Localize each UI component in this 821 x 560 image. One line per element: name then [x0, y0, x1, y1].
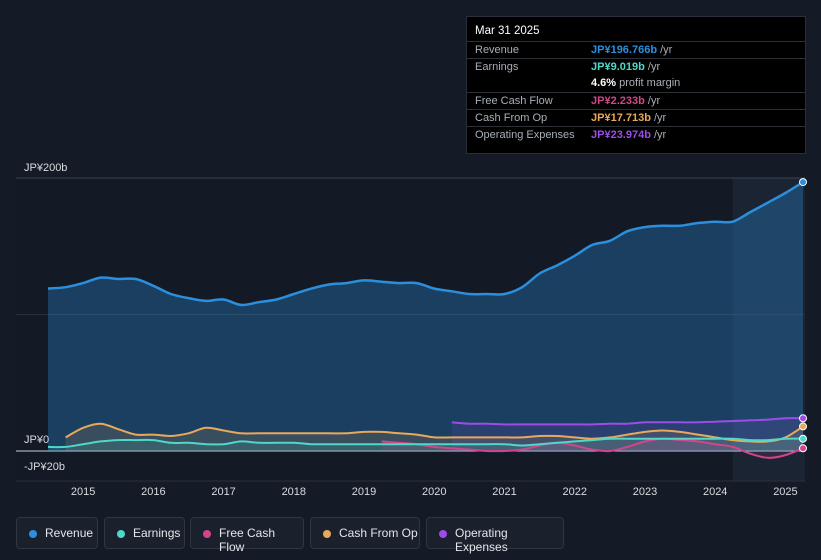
series-line-revenue	[47, 181, 804, 307]
series-area-fcf	[381, 438, 803, 458]
y-label-bottom: -JP¥20b	[24, 461, 65, 473]
tooltip-unit: /yr	[660, 44, 673, 56]
tooltip-unit: /yr	[647, 95, 661, 107]
tooltip-unit: profit margin	[619, 77, 681, 89]
y-label-zero: JP¥0	[24, 434, 49, 446]
tooltip-label: Free Cash Flow	[475, 95, 553, 107]
legend-item-cash-from-op[interactable]: Cash From Op	[310, 517, 420, 549]
tooltip-value: JP¥9.019b	[591, 61, 645, 73]
series-line-cfo	[65, 422, 804, 443]
legend-dot-icon	[29, 530, 37, 538]
x-tick-label: 2020	[422, 486, 446, 498]
tooltip-row-fcf: Free Cash Flow JP¥2.233b /yr	[467, 92, 805, 110]
series-end-dot-opex	[799, 414, 807, 423]
legend-dot-icon	[323, 530, 331, 538]
tooltip-row-earnings: Earnings JP¥9.019b /yr	[467, 58, 805, 76]
series-line-opex	[451, 417, 804, 426]
tooltip-row-cfo: Cash From Op JP¥17.713b /yr	[467, 109, 805, 127]
tooltip-unit: /yr	[654, 112, 667, 124]
tooltip-label: Earnings	[475, 61, 519, 73]
legend-dot-icon	[203, 530, 211, 538]
tooltip-row-revenue: Revenue JP¥196.766b /yr	[467, 41, 805, 59]
legend-item-earnings[interactable]: Earnings	[104, 517, 185, 549]
tooltip-value: JP¥23.974b	[591, 129, 651, 141]
tooltip-value: JP¥17.713b	[591, 112, 651, 124]
legend-item-operating-expenses[interactable]: Operating Expenses	[426, 517, 564, 554]
series-end-dot-cfo	[799, 422, 807, 431]
area-layer	[48, 182, 804, 458]
x-tick-label: 2017	[211, 486, 235, 498]
series-area-cfo	[65, 423, 804, 451]
x-tick-label: 2016	[141, 486, 165, 498]
tooltip-value: JP¥2.233b	[591, 95, 645, 107]
tooltip-label: Revenue	[475, 44, 520, 56]
x-tick-label: 2018	[282, 486, 306, 498]
x-tick-label: 2019	[352, 486, 376, 498]
tooltip-label: Cash From Op	[475, 112, 548, 124]
highlight-region	[732, 178, 805, 481]
x-tick-label: 2015	[71, 486, 95, 498]
x-tick-label: 2021	[492, 486, 516, 498]
legend-label: Operating Expenses	[455, 526, 508, 554]
x-tick-label: 2023	[633, 486, 657, 498]
tooltip-row-opex: Operating Expenses JP¥23.974b /yr	[467, 126, 805, 144]
series-end-dot-fcf	[799, 444, 807, 453]
series-end-dot-revenue	[799, 178, 807, 187]
series-area-revenue	[48, 182, 803, 451]
series-line-earnings	[47, 437, 804, 449]
legend-dot-icon	[117, 530, 125, 538]
tooltip-label: Operating Expenses	[475, 129, 575, 141]
tooltip-value: 4.6%	[591, 77, 617, 89]
legend-label: Cash From Op	[339, 526, 418, 540]
series-end-dot-earnings	[799, 434, 807, 443]
axis-layer: JP¥200b JP¥0 -JP¥20b 2015 2016 2017 2018 2019 20…	[24, 162, 798, 498]
legend-label: Earnings	[133, 526, 181, 540]
tooltip-date: Mar 31 2025	[475, 25, 540, 37]
line-layer	[47, 181, 804, 459]
x-tick-label: 2024	[703, 486, 727, 498]
grid-layer	[16, 177, 805, 482]
tooltip-unit: /yr	[654, 129, 667, 141]
legend-item-free-cash-flow[interactable]: Free Cash Flow	[190, 517, 304, 554]
tooltip-unit: /yr	[647, 61, 661, 73]
legend-dot-icon	[439, 530, 447, 538]
tooltip-panel: Mar 31 2025 Revenue JP¥196.766b /yr Earn…	[466, 16, 806, 154]
y-label-top: JP¥200b	[24, 162, 67, 174]
legend-label: Revenue	[45, 526, 94, 540]
x-tick-label: 2025	[773, 486, 797, 498]
tooltip-row-margin: 4.6% profit margin	[467, 75, 805, 92]
end-dot-layer	[799, 178, 807, 453]
legend-label: Free Cash Flow	[219, 526, 276, 554]
x-tick-label: 2022	[563, 486, 587, 498]
legend-item-revenue[interactable]: Revenue	[16, 517, 98, 549]
tooltip-value: JP¥196.766b	[591, 44, 658, 56]
series-line-fcf	[381, 437, 804, 459]
